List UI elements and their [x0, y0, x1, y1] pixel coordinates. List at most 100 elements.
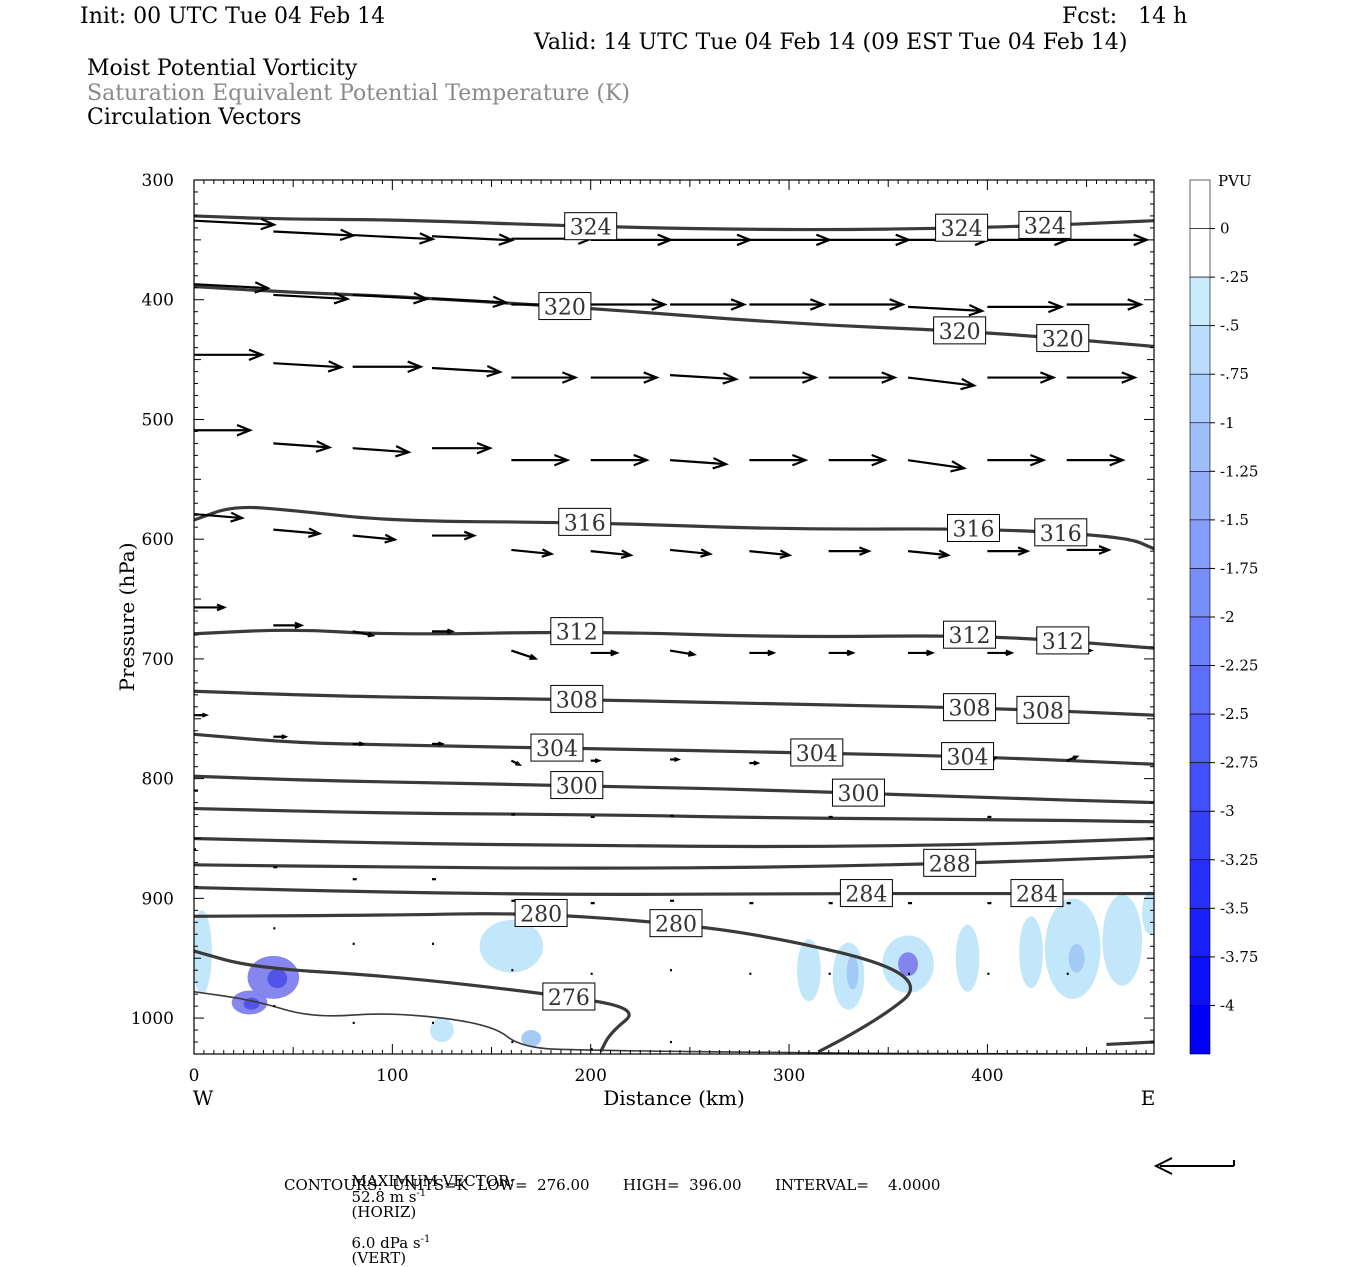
contour-label: 324 [941, 217, 983, 242]
colorbar-label: -3 [1220, 802, 1235, 820]
contour-label-box [1010, 879, 1064, 908]
theta-contour [194, 836, 1154, 849]
circulation-vector [1066, 453, 1126, 467]
y-tick-label: 800 [142, 770, 174, 790]
y-tick-label: 1000 [131, 1009, 174, 1029]
circulation-vector [273, 292, 351, 305]
pv-colorbar: PVU 0 -.25 -.5 -.75 -1 -1.25 -1.5 -1.75 -2 -2.25 -2… [1189, 172, 1258, 1055]
contour-label: 312 [949, 624, 991, 649]
theta-contour [194, 689, 1154, 717]
contour-label-box [831, 778, 885, 807]
pv-region [1102, 894, 1143, 986]
circulation-vector [828, 546, 872, 556]
contour-label-box [923, 848, 977, 877]
contour-label: 280 [655, 913, 697, 938]
pv-region [955, 924, 980, 992]
circulation-vector [907, 549, 952, 559]
colorbar-label: -.75 [1220, 365, 1249, 383]
horiz-exponent: -1 [416, 1188, 427, 1199]
colorbar-bin [1189, 956, 1211, 1006]
contour-label-box [558, 507, 612, 536]
x-tick-label: 200 [574, 1066, 606, 1086]
contour-label-box [839, 879, 893, 908]
circulation-vector [907, 376, 977, 391]
contour-label: 284 [845, 883, 887, 908]
contour-label-box [550, 684, 604, 713]
colorbar-bin [1189, 859, 1211, 909]
colorbar-bin [1189, 519, 1211, 569]
contour-label-box [941, 742, 995, 771]
y-tick-label: 500 [142, 410, 174, 430]
max-vector-label: MAXIMUM VECTOR: [351, 1172, 515, 1190]
circulation-vector [510, 759, 523, 766]
pv-region [898, 952, 918, 977]
pv-region [796, 939, 821, 1002]
circulation-vector [590, 453, 650, 467]
contour-label-box [542, 982, 596, 1011]
colorbar-label: -2.25 [1220, 657, 1258, 675]
circulation-vector [1066, 371, 1138, 384]
circulation-vector [987, 546, 1031, 556]
circulation-vector [352, 292, 430, 305]
circulation-vector [828, 453, 888, 467]
cross-section-chart: 324 324 324 320 320 320 316 316 316 312 312 312 308 3… [115, 171, 1258, 1175]
horiz-tag: (HORIZ) [351, 1203, 417, 1221]
contour-label: 324 [570, 216, 612, 241]
contour-label-box [1036, 324, 1090, 353]
circulation-vector [432, 628, 455, 635]
circulation-vector [273, 621, 305, 629]
x-tick-label: 0 [189, 1066, 200, 1086]
contour-label-box [933, 316, 987, 345]
circulation-vector [987, 453, 1047, 467]
circulation-vector [352, 232, 436, 245]
colorbar-label: -2.75 [1220, 754, 1258, 772]
colorbar-bin [1189, 228, 1211, 278]
circulation-vector [1066, 755, 1080, 762]
field-title-pv: Moist Potential Vorticity [87, 56, 358, 81]
contour-label: 312 [556, 621, 598, 646]
colorbar-label: -3.5 [1220, 899, 1249, 917]
circulation-vector [273, 440, 333, 453]
contour-label-box [1036, 626, 1090, 655]
circulation-vector [432, 530, 477, 541]
theta-contour [194, 949, 631, 1053]
circulation-vector [908, 649, 936, 657]
colorbar-bin [1189, 810, 1211, 861]
circulation-vector [749, 760, 761, 766]
circulation-vector [431, 365, 503, 378]
colorbar-bin [1189, 665, 1211, 715]
colorbar-label: -3.25 [1220, 851, 1258, 869]
theta-contour [1106, 1040, 1154, 1047]
circulation-vector [669, 649, 697, 657]
contour-label-box [947, 513, 1001, 542]
circulation-vector [352, 445, 412, 458]
colorbar-label: -4 [1220, 996, 1235, 1014]
contour-label: 316 [1040, 522, 1082, 547]
colorbar-bin [1189, 1005, 1211, 1055]
circulation-vector [590, 298, 668, 311]
circulation-vector [194, 511, 245, 523]
contour-label-box [1034, 518, 1088, 547]
contour-label-box [530, 733, 584, 762]
colorbar-label: -1.75 [1220, 559, 1258, 577]
theta-contour [194, 284, 1154, 349]
circulation-vector [194, 217, 277, 231]
contour-label-box [550, 771, 604, 800]
plot-frame [193, 179, 1155, 1055]
colorbar-bin [1189, 471, 1211, 521]
circulation-vectors [194, 217, 1150, 1051]
contour-label-box [943, 693, 997, 722]
circulation-vector [352, 533, 398, 544]
circulation-vector [511, 371, 579, 384]
y-tick-label: 400 [142, 291, 174, 311]
circulation-vector [670, 298, 747, 311]
colorbar-label: -3.75 [1220, 948, 1258, 966]
circulation-vector [590, 549, 634, 559]
x-east-label: E [1141, 1086, 1156, 1110]
contour-label: 276 [548, 986, 590, 1011]
circulation-vector [590, 758, 602, 764]
pv-region [846, 955, 859, 990]
circulation-vector [194, 424, 253, 437]
circulation-vector [194, 603, 227, 612]
x-west-label: W [193, 1086, 214, 1110]
